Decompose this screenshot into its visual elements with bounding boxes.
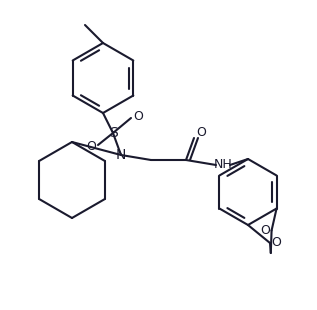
Text: O: O <box>261 224 270 237</box>
Text: S: S <box>109 126 117 140</box>
Text: N: N <box>116 148 126 162</box>
Text: O: O <box>271 237 281 250</box>
Text: O: O <box>86 140 96 153</box>
Text: O: O <box>196 126 206 140</box>
Text: O: O <box>133 109 143 122</box>
Text: NH: NH <box>214 158 232 171</box>
